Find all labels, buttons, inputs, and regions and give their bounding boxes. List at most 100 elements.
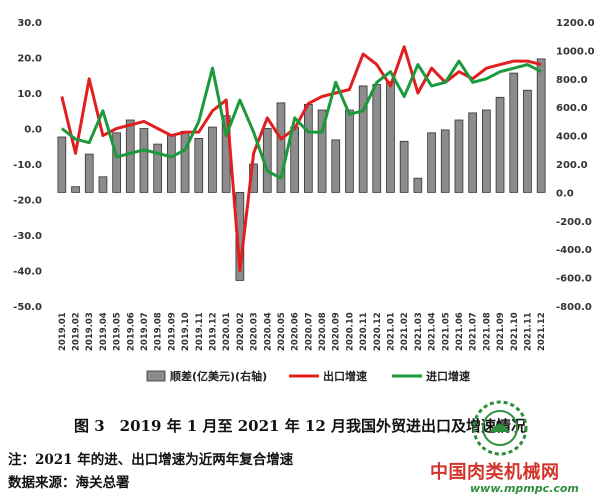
x-tick-label: 2019.10 (181, 312, 191, 351)
bar-balance (413, 177, 423, 193)
x-tick-label: 2020.06 (291, 312, 301, 351)
x-tick-label: 2020.12 (373, 312, 383, 351)
bar-balance (98, 176, 108, 193)
bar-balance (112, 132, 121, 193)
bar-balance (358, 85, 368, 193)
x-tick-label: 2020.01 (222, 312, 232, 351)
x-tick-label: 2019.01 (58, 312, 68, 351)
left-tick-label: -20.0 (13, 196, 42, 207)
bar-balance (372, 84, 382, 193)
bar-balance (468, 112, 478, 193)
right-tick-label: 200.0 (556, 160, 588, 171)
x-tick-label: 2020.07 (304, 312, 314, 351)
x-tick-label: 2021.01 (387, 312, 397, 351)
bar-balance (509, 72, 519, 193)
right-tick-label: 1200.0 (556, 18, 595, 29)
x-tick-label: 2021.07 (469, 312, 479, 351)
x-tick-label: 2020.05 (277, 312, 287, 351)
bars-group (57, 58, 546, 281)
right-tick-label: -400.0 (556, 245, 592, 256)
note-data-source: 数据来源：海关总署 (8, 475, 130, 491)
bar-balance (153, 143, 162, 193)
bar-balance (303, 104, 313, 193)
bar-balance (125, 119, 135, 193)
right-tick-label: -800.0 (556, 302, 592, 313)
bar-balance (454, 119, 464, 193)
legend-label-import: 进口增速 (426, 369, 470, 383)
bar-balance (495, 96, 505, 193)
x-tick-label: 2019.04 (99, 312, 109, 351)
line-import-growth (60, 59, 542, 180)
x-tick-label: 2021.06 (455, 312, 465, 351)
left-tick-label: -50.0 (13, 302, 42, 313)
bar-balance (166, 135, 176, 193)
x-axis-ticks: 2019.01 2019.02 2019.03 2019.04 2019.05 2019.… (58, 312, 547, 351)
legend: 顺差(亿美元)(右轴) 出口增速 进口增速 (146, 369, 470, 383)
bar-balance (481, 109, 491, 193)
bar-balance (180, 130, 190, 193)
bar-balance (139, 128, 149, 193)
bar-balance (276, 102, 286, 193)
x-tick-label: 2020.02 (236, 312, 246, 351)
bar-balance (331, 139, 341, 193)
x-tick-label: 2021.03 (414, 312, 424, 351)
bar-balance (84, 153, 94, 193)
bar-balance (71, 186, 80, 193)
right-tick-label: -600.0 (556, 274, 592, 285)
left-tick-label: 10.0 (17, 89, 42, 100)
left-tick-label: -40.0 (13, 267, 42, 278)
legend-swatch-balance (146, 370, 166, 382)
x-tick-label: 2020.10 (345, 312, 355, 351)
x-tick-label: 2019.06 (126, 312, 136, 351)
x-tick-label: 2021.10 (510, 312, 520, 351)
x-tick-label: 2021.08 (482, 312, 492, 351)
chart: 30.0 20.0 10.0 0.0 -10.0 -20.0 -30.0 -40.0 -50.0… (13, 18, 595, 383)
x-tick-label: 2021.11 (524, 312, 534, 351)
x-tick-label: 2021.04 (428, 312, 438, 351)
left-tick-label: 0.0 (24, 125, 42, 136)
line-export-growth (60, 45, 542, 272)
watermark-text: 中国肉类机械网 (430, 462, 560, 483)
bar-balance (57, 136, 67, 193)
x-tick-label: 2019.12 (209, 312, 219, 351)
bar-balance (523, 89, 532, 193)
right-tick-label: -200.0 (556, 217, 592, 228)
right-tick-label: 600.0 (556, 103, 588, 114)
right-tick-label: 1000.0 (556, 46, 595, 57)
figure-caption: 图 3 2019 年 1 月至 2021 年 12 月我国外贸进出口及增速情况 (73, 417, 527, 435)
x-tick-label: 2019.02 (72, 312, 82, 351)
bar-balance (386, 81, 395, 193)
x-tick-label: 2020.08 (318, 312, 328, 351)
watermark-logo-icon (472, 400, 528, 456)
bar-balance (536, 58, 546, 193)
left-tick-label: -30.0 (13, 231, 42, 242)
x-tick-label: 2021.02 (400, 312, 410, 351)
left-axis-ticks: 30.0 20.0 10.0 0.0 -10.0 -20.0 -30.0 -40.0 -50.0 (13, 18, 42, 313)
left-tick-label: 20.0 (17, 54, 42, 65)
x-tick-label: 2020.03 (250, 312, 260, 351)
legend-label-balance: 顺差(亿美元)(右轴) (170, 369, 267, 383)
x-tick-label: 2021.09 (496, 312, 506, 351)
right-axis-ticks: 1200.0 1000.0 800.0 600.0 400.0 200.0 0.0 -200.… (556, 18, 595, 313)
x-tick-label: 2019.09 (167, 312, 177, 351)
right-tick-label: 400.0 (556, 132, 588, 143)
x-tick-label: 2020.04 (263, 312, 273, 351)
x-tick-label: 2019.03 (85, 312, 95, 351)
x-tick-label: 2019.08 (154, 312, 164, 351)
legend-label-export: 出口增速 (323, 369, 367, 383)
x-tick-label: 2019.07 (140, 312, 150, 351)
x-tick-label: 2020.11 (359, 312, 369, 351)
bar-balance (208, 126, 217, 193)
bar-balance (194, 137, 204, 193)
right-tick-label: 800.0 (556, 75, 588, 86)
bar-balance (345, 109, 354, 193)
x-tick-label: 2019.05 (113, 312, 123, 351)
left-tick-label: 30.0 (17, 18, 42, 29)
lines-group (60, 45, 542, 272)
bar-balance (317, 109, 327, 193)
x-tick-label: 2019.11 (195, 312, 205, 351)
right-tick-label: 0.0 (556, 188, 574, 199)
x-tick-label: 2021.05 (441, 312, 451, 351)
x-tick-label: 2021.12 (537, 312, 547, 351)
bar-balance (427, 132, 436, 193)
